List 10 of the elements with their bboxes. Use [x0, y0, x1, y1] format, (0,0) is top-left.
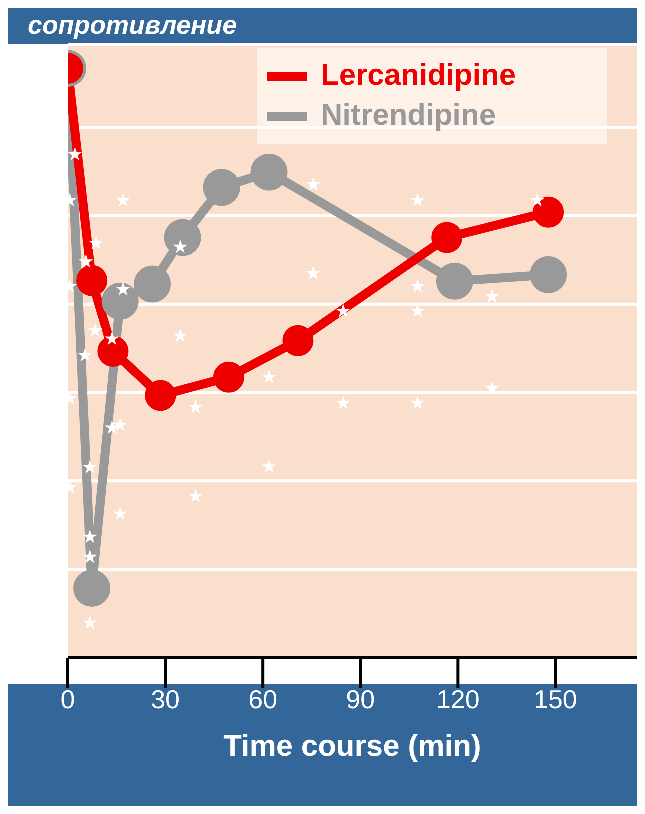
x-tick-label: 120	[436, 684, 480, 714]
legend-label: Lercanidipine	[321, 58, 516, 94]
x-tick-label: 90	[346, 684, 376, 714]
chart-title: сопротивление	[28, 10, 238, 41]
x-tick-label: 0	[60, 684, 76, 714]
x-tick-label: 30	[151, 684, 180, 714]
legend-label: Nitrendipine	[321, 98, 496, 134]
x-tick-label: 60	[248, 684, 278, 714]
x-axis-title: Time course (min)	[224, 730, 482, 763]
x-tick-label: 150	[534, 684, 578, 714]
